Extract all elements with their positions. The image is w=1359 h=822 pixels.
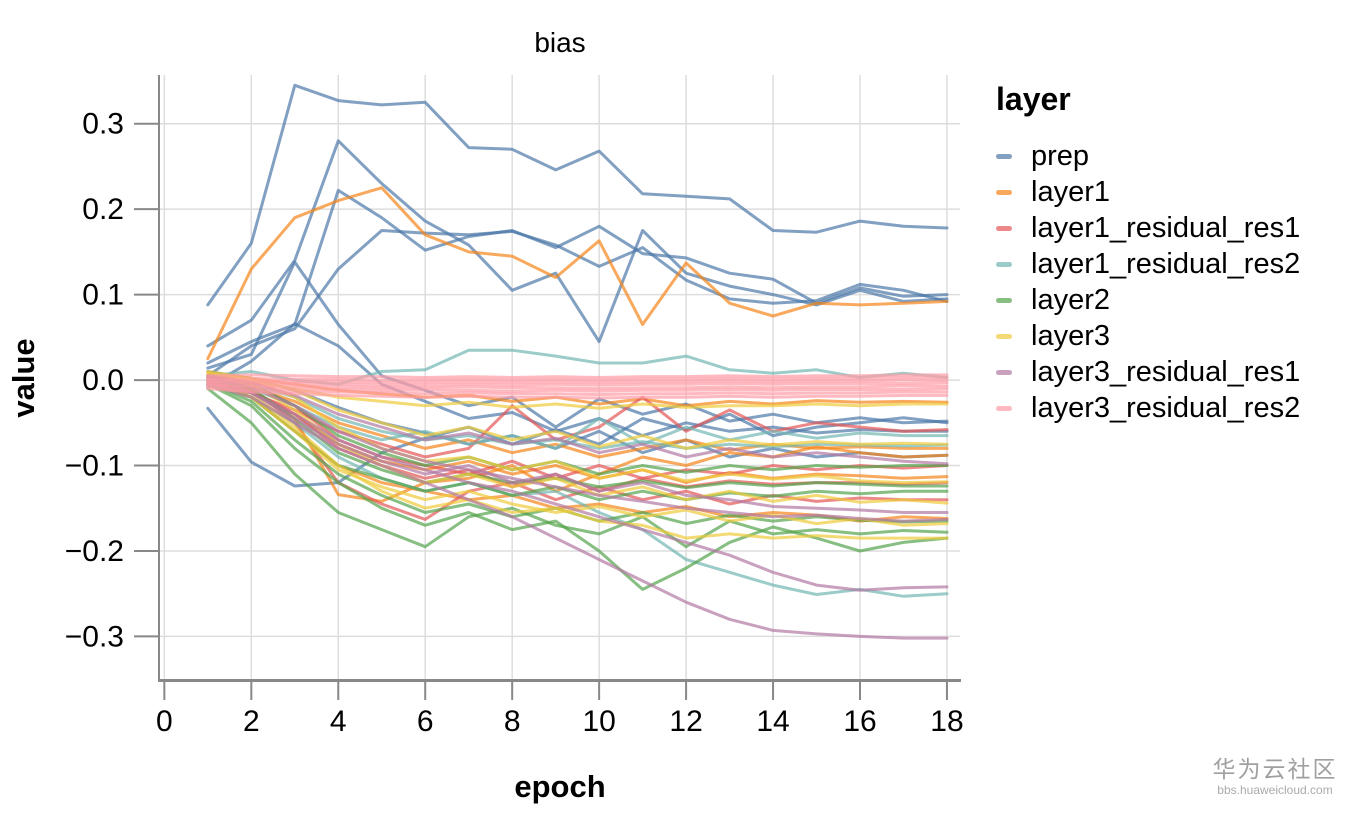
legend-item-layer2: layer2	[996, 282, 1300, 318]
legend-swatch-icon	[996, 297, 1012, 303]
chart-line	[206, 322, 949, 438]
chart-line	[206, 380, 949, 514]
x-axis-title: epoch	[514, 769, 605, 804]
legend: layer prep layer1 layer1_residual_res1 laye…	[996, 80, 1300, 426]
legend-swatch-icon	[996, 369, 1012, 375]
y-tick-label: −0.1	[65, 450, 124, 483]
legend-item-prep: prep	[996, 138, 1300, 174]
legend-title: layer	[996, 81, 1071, 117]
x-tick-label: 0	[156, 705, 173, 738]
watermark: 华为云社区 bbs.huaweicloud.com	[1200, 756, 1350, 798]
series-group-layer3_residual_res2	[206, 373, 949, 400]
chart-line	[206, 376, 949, 382]
y-tick-label: 0.2	[82, 193, 124, 226]
legend-swatch-icon	[996, 405, 1012, 411]
series-group-layer3_residual_res1	[206, 374, 949, 640]
axis-tick-labels: 0 2 4 6 8 10 12 14 16 18 0.3 0.2 0.1 0.0 −0.1 −0.2 −0.3	[65, 108, 964, 738]
chart-line	[206, 186, 949, 361]
x-tick-label: 16	[843, 705, 876, 738]
x-tick-label: 4	[330, 705, 347, 738]
legend-item-layer1_residual_res2: layer1_residual_res2	[996, 246, 1300, 282]
chart-line	[206, 385, 949, 397]
legend-swatch-icon	[996, 333, 1012, 339]
y-tick-label: 0.0	[82, 364, 124, 397]
x-tick-label: 12	[669, 705, 702, 738]
legend-label: layer1_residual_res1	[1031, 211, 1301, 244]
legend-swatch-icon	[996, 261, 1012, 267]
chart-line	[206, 378, 949, 385]
chart-line	[206, 371, 949, 485]
x-tick-label: 2	[243, 705, 260, 738]
x-tick-label: 18	[930, 705, 963, 738]
watermark-title: 华为云社区	[1212, 756, 1338, 782]
chart-line	[206, 378, 949, 540]
chart-line	[206, 370, 949, 450]
legend-label: layer3_residual_res1	[1031, 355, 1301, 388]
chart-line	[206, 229, 949, 378]
watermark-subtitle: bbs.huaweicloud.com	[1217, 783, 1333, 797]
chart-line	[206, 260, 949, 429]
chart-line	[206, 387, 949, 549]
bias-line-chart: bias 0 2 4 6 8 10 12 14 16 18 0.3 0.2 0.1 0.0 −0.1 −0.2…	[6, 27, 964, 804]
y-tick-label: −0.2	[65, 535, 124, 568]
legend-label: layer1	[1031, 175, 1110, 208]
legend-swatch-icon	[996, 225, 1012, 231]
chart-line	[206, 382, 949, 640]
legend-item-layer3_residual_res2: layer3_residual_res2	[996, 390, 1300, 426]
chart-line	[206, 382, 949, 598]
legend-swatch-icon	[996, 153, 1012, 159]
y-tick-label: −0.3	[65, 620, 124, 653]
chart-lines	[206, 83, 949, 640]
chart-line	[206, 380, 949, 387]
chart-line	[206, 382, 949, 591]
x-tick-label: 14	[756, 705, 789, 738]
legend-swatch-icon	[996, 189, 1012, 195]
legend-label: layer1_residual_res2	[1031, 247, 1301, 280]
legend-item-layer1: layer1	[996, 174, 1300, 210]
y-axis-title: value	[6, 338, 41, 417]
legend-item-layer3: layer3	[996, 318, 1300, 354]
x-tick-label: 10	[582, 705, 615, 738]
y-tick-label: 0.1	[82, 279, 124, 312]
legend-label: layer2	[1031, 283, 1110, 316]
chart-line	[206, 383, 949, 393]
chart-line	[206, 373, 949, 379]
chart-line	[206, 382, 949, 391]
legend-label: layer3	[1031, 319, 1110, 352]
axis-domain	[158, 75, 961, 682]
legend-items: prep layer1 layer1_residual_res1 layer1_res…	[996, 138, 1300, 426]
chart-line	[206, 374, 949, 466]
legend-item-layer3_residual_res1: layer3_residual_res1	[996, 354, 1300, 390]
legend-label: layer3_residual_res2	[1031, 391, 1301, 424]
chart-line	[206, 376, 949, 459]
legend-item-layer1_residual_res1: layer1_residual_res1	[996, 210, 1300, 246]
chart-line	[206, 139, 949, 348]
chart-line	[206, 387, 949, 400]
x-tick-label: 8	[504, 705, 521, 738]
chart-title: bias	[534, 27, 585, 58]
chart-line	[206, 378, 949, 592]
x-tick-label: 6	[417, 705, 434, 738]
chart-line	[206, 188, 949, 365]
y-tick-label: 0.3	[82, 108, 124, 141]
chart-line	[206, 374, 949, 476]
chart-line	[206, 376, 949, 523]
legend-label: prep	[1031, 139, 1090, 172]
series-group-layer3	[206, 370, 949, 540]
chart-line	[206, 83, 949, 307]
axis-ticks	[134, 122, 948, 700]
